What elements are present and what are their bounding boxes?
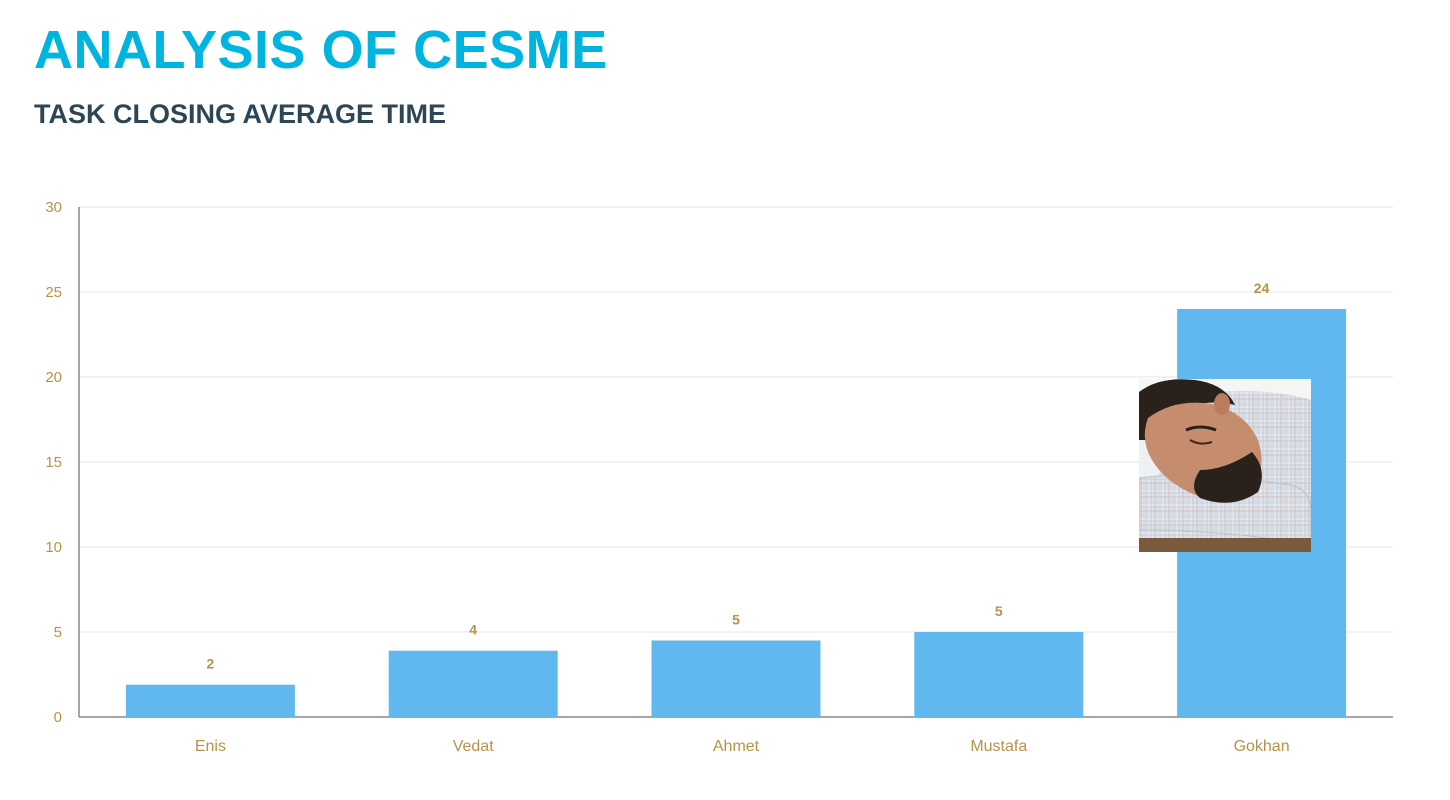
y-tick-label: 25 (45, 284, 62, 301)
page-title: ANALYSIS OF CESME (34, 20, 608, 80)
x-tick-label: Gokhan (1234, 738, 1290, 755)
data-labels: Enis 2 Vedat 4 Ahmet 5 Mustafa 5 Gokhan 24 (195, 280, 1290, 755)
x-tick-label: Mustafa (970, 738, 1027, 755)
data-label: 2 (207, 656, 215, 672)
data-label: 24 (1254, 280, 1270, 296)
y-tick-label: 30 (45, 199, 62, 216)
bar-mustafa (914, 632, 1084, 717)
data-label: 5 (732, 612, 740, 628)
y-tick-label: 5 (54, 624, 62, 641)
x-tick-label: Enis (195, 738, 226, 755)
y-tick-label: 15 (45, 454, 62, 471)
y-tick-label: 20 (45, 369, 62, 386)
y-tick-label: 10 (45, 539, 62, 556)
bar-vedat (388, 650, 558, 717)
data-label: 4 (469, 622, 477, 638)
y-tick-label: 0 (54, 709, 62, 726)
sleeping-man-photo-icon (1139, 379, 1311, 552)
data-label: 5 (995, 603, 1003, 619)
x-tick-label: Ahmet (713, 738, 760, 755)
page-subtitle: TASK CLOSING AVERAGE TIME (34, 99, 447, 129)
bar-enis (125, 684, 295, 717)
x-tick-label: Vedat (453, 738, 494, 755)
bar-ahmet (651, 640, 821, 717)
